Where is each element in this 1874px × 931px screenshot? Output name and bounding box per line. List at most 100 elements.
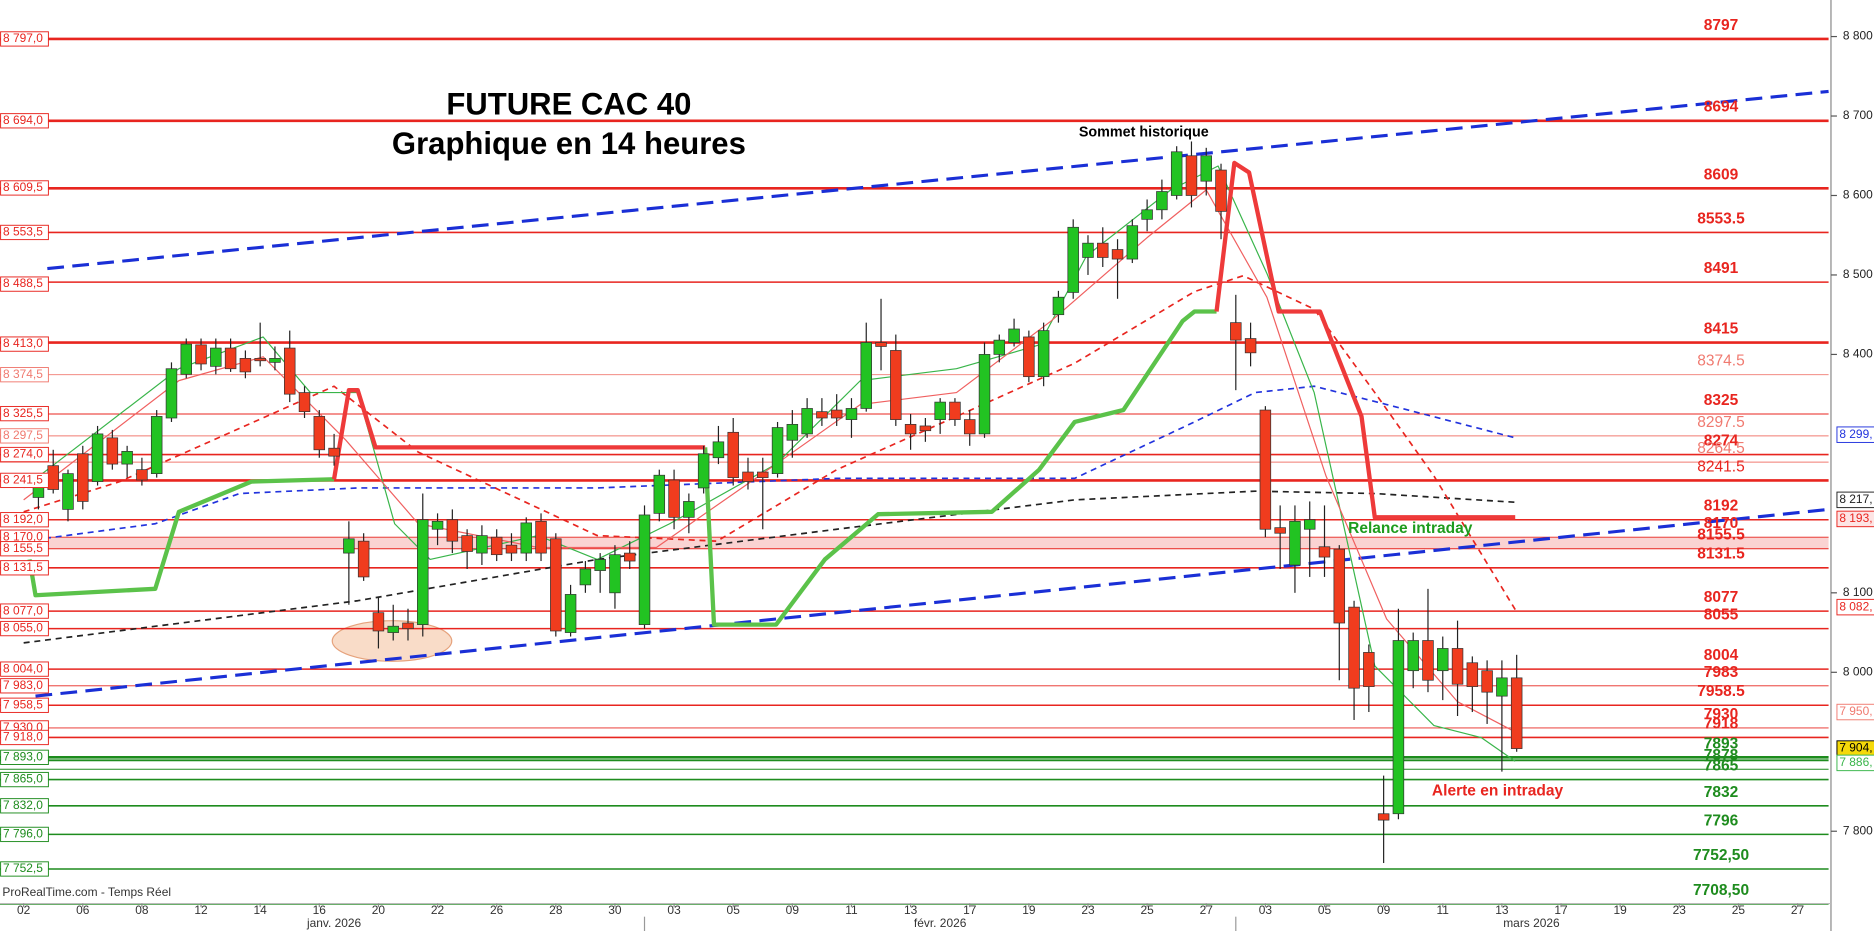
level-label: 7832 [1704,784,1739,801]
candle-body [1259,409,1272,530]
candle-body [343,538,355,554]
level-label: 8264.5 [1697,440,1744,457]
level-label: 8325 [1704,392,1739,409]
candle-body [1052,296,1065,316]
candle-body [210,347,222,367]
candle-body [978,354,991,435]
x-tick-label: 08 [135,903,149,917]
level-label: 8297.5 [1697,414,1744,431]
candle-body [1481,670,1493,693]
candle-body [328,447,340,457]
x-tick-label: 14 [254,903,268,917]
x-tick-label: 03 [1259,903,1273,917]
axis-tag-label: 8 299, [1839,427,1872,441]
indicator-line [331,160,1516,520]
level-label: 8609 [1704,166,1739,183]
candle-body [1230,322,1242,341]
candle-body [1348,606,1360,689]
level-tag [0,620,49,637]
candle-body [742,471,754,482]
level-tag-label: 8 297,5 [3,428,43,442]
x-tick-label: 13 [904,903,918,917]
candle-body [683,501,695,518]
level-tag [0,798,49,814]
candle-body [505,544,518,554]
level-tag [0,861,49,877]
y-tick-label: 8 800 [1843,29,1873,43]
level-label: 7958.5 [1697,683,1745,700]
candle-body [121,451,133,465]
level-tag-label: 8 609,5 [3,180,43,194]
candle-body [1496,677,1508,697]
level-tag [0,276,49,292]
axis-tag-label: 7 950, [1839,704,1872,718]
level-band [0,537,1829,549]
level-tag [0,512,49,528]
level-label: 7878 [1704,747,1739,764]
candle-body [550,538,562,632]
candle-body [446,519,459,542]
candle-body [106,437,119,465]
candle-body [727,431,739,478]
axis-tag-label: 8 082, [1839,599,1872,613]
candle-body [1244,338,1257,354]
candle-body [47,465,59,490]
candle-body [535,520,547,554]
level-label: 8192 [1704,498,1739,515]
level-tag-label: 7 796,0 [3,827,43,841]
level-tag-label: 8 413,0 [3,336,43,350]
candle-body [1008,328,1020,343]
y-tick-label: 8 500 [1843,267,1873,281]
annotation: Alerte en intraday [1432,782,1564,799]
candle-body [1126,225,1139,260]
candle-body [875,342,887,347]
candle-body [653,474,666,514]
candle-body [1377,813,1390,821]
level-tag [0,31,49,47]
candle-body [372,612,385,632]
level-label: 7752,50 [1693,847,1749,864]
axis-tag-label: 7 886, [1839,755,1872,769]
month-label: janv. 2026 [306,916,362,930]
x-tick-label: 19 [1614,903,1628,917]
level-tag [0,678,49,694]
candle-body [476,535,488,554]
y-tick-label: 8 000 [1843,664,1873,678]
level-tag-label: 8 192,0 [3,512,43,526]
level-tag-label: 8 170,0 [3,529,43,543]
candle-body [1437,648,1449,672]
x-tick-label: 20 [372,903,386,917]
candle-body [1363,652,1375,687]
candle-body [1392,640,1405,815]
level-tag [0,771,49,788]
candle-body [1215,169,1227,212]
x-tick-label: 09 [786,903,800,917]
level-tag-label: 7 918,0 [3,730,43,744]
level-label: 8241.5 [1697,458,1744,475]
x-tick-label: 28 [549,903,563,917]
candle-body [1466,662,1479,687]
level-tag [0,472,49,489]
level-tag [0,180,49,196]
level-tag-label: 8 694,0 [3,113,43,127]
candle-body [520,522,532,554]
candle-body [564,594,577,633]
candle-body [963,419,976,435]
candle-body [77,453,89,502]
candle-body [623,552,636,562]
level-tag [0,224,49,241]
x-tick-label: 23 [1081,903,1095,917]
candle-body [298,392,311,413]
candle-body [1141,209,1153,220]
y-tick-label: 8 600 [1843,188,1873,202]
level-tag-label: 7 865,0 [3,772,43,786]
candle-body [668,479,680,518]
candle-body [919,425,932,432]
indicator-line [23,385,1516,543]
level-label: 8170 [1704,515,1739,532]
x-tick-label: 05 [1318,903,1332,917]
candle-body [402,622,414,629]
candle-body [1037,330,1050,378]
